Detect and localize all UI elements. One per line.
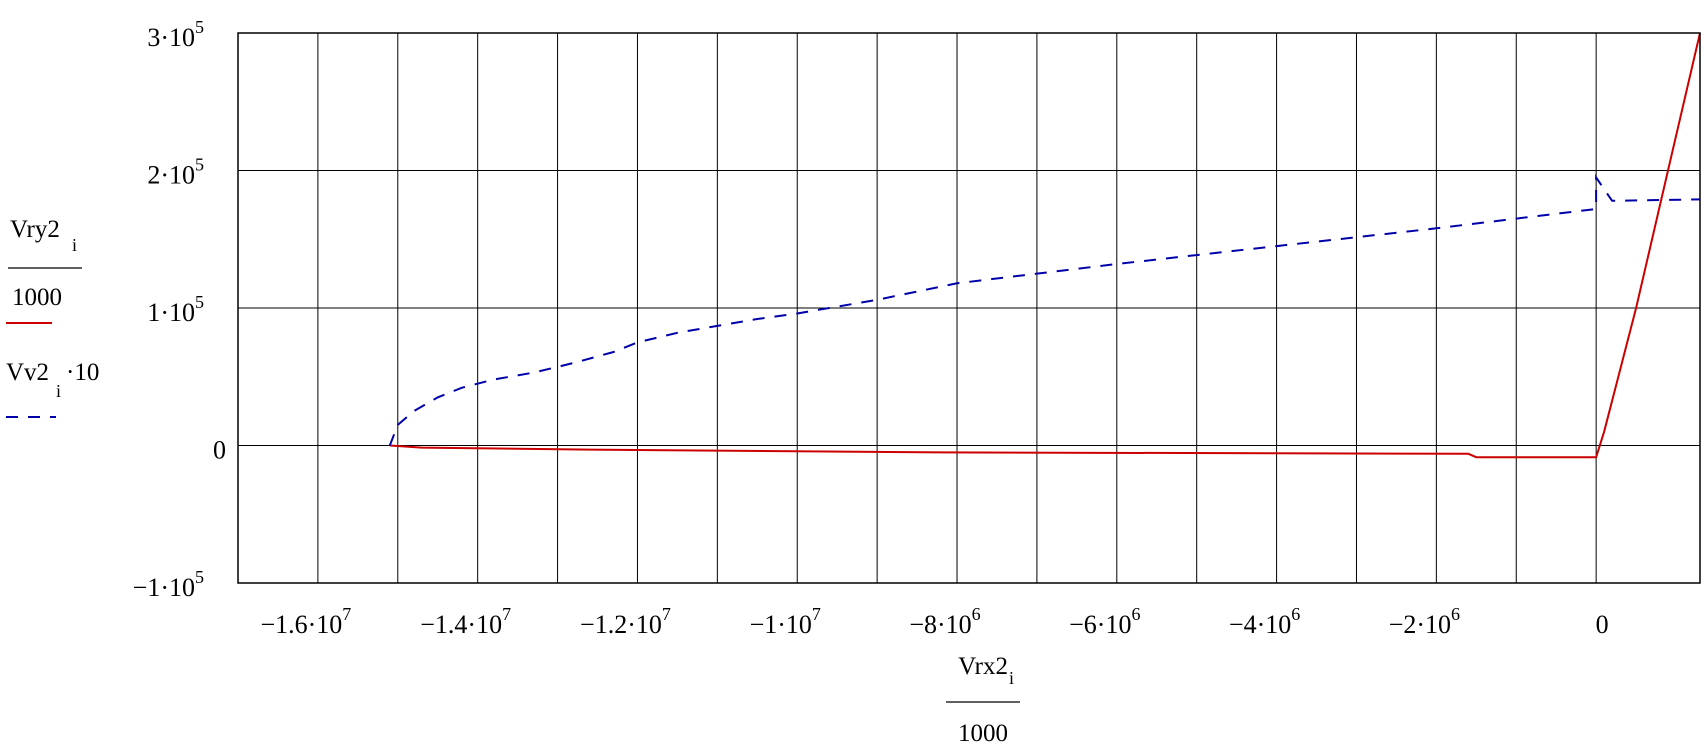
x-tick-label: −8·106 (909, 604, 980, 639)
x-axis-label-denominator: 1000 (958, 720, 1008, 747)
legend-1-subscript: i (72, 235, 77, 255)
y-tick-label: −1·105 (133, 567, 204, 602)
y-tick-labels: 3·105 2·105 1·105 0 −1·105 (133, 17, 226, 602)
x-axis-label-subscript: i (1009, 668, 1014, 688)
x-axis-label: Vrx2 i 1000 (946, 653, 1020, 747)
series-1-line (389, 32, 1701, 459)
legend-1-numerator: Vry2 (10, 216, 60, 243)
grid (238, 32, 1700, 584)
x-tick-label: −4·106 (1229, 604, 1300, 639)
series-2-line (388, 174, 1701, 446)
x-tick-label: −1.6·107 (260, 604, 351, 639)
y-tick-label: 1·105 (147, 292, 204, 327)
x-tick-label: −1·107 (750, 604, 821, 639)
x-tick-label: 0 (1596, 610, 1609, 639)
y-tick-label: 3·105 (147, 17, 204, 52)
x-tick-label: −2·106 (1389, 604, 1460, 639)
legend-2-subscript: i (56, 381, 61, 401)
y-tick-label: 0 (213, 436, 226, 465)
y-tick-label: 2·105 (147, 155, 204, 190)
series-layer (388, 32, 1701, 459)
x-axis-label-numerator: Vrx2 (958, 653, 1008, 680)
x-tick-label: −6·106 (1069, 604, 1140, 639)
legend-2-suffix: ·10 (66, 359, 99, 386)
legend-2-label: Vv2 (6, 359, 49, 386)
legend-1-denominator: 1000 (12, 284, 62, 311)
y-axis-legend: Vry2 i 1000 Vv2 i ·10 (6, 216, 99, 418)
x-tick-label: −1.4·107 (420, 604, 511, 639)
x-tick-labels: −1.6·107 −1.4·107 −1.2·107 −1·107 −8·106 −6·1… (260, 604, 1608, 639)
plot-frame (237, 32, 1701, 584)
x-tick-label: −1.2·107 (580, 604, 671, 639)
